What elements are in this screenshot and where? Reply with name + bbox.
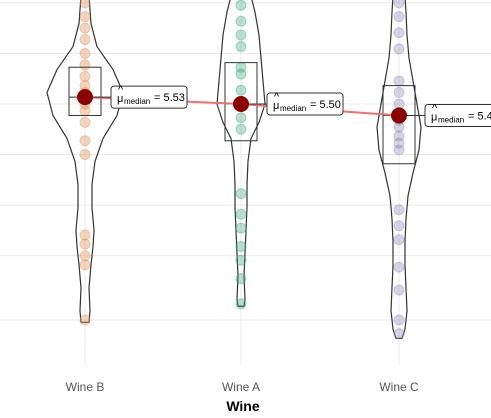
x-tick-labels: Wine B Wine A Wine C	[66, 380, 419, 394]
data-point	[393, 75, 405, 87]
data-point	[235, 298, 247, 310]
data-point	[235, 254, 247, 266]
data-point	[79, 70, 91, 82]
data-point	[235, 68, 247, 80]
median-label: ^μ median = 5.50	[249, 91, 344, 116]
data-point	[79, 47, 91, 59]
data-points	[79, 0, 405, 340]
median-label-value: = 5.50	[310, 99, 341, 111]
data-point	[393, 220, 405, 232]
data-point	[393, 27, 405, 39]
data-point	[79, 11, 91, 23]
data-point	[393, 314, 405, 326]
data-point	[235, 240, 247, 252]
median-label-symbol: μ	[431, 111, 437, 123]
data-point	[235, 0, 247, 11]
data-point	[393, 261, 405, 273]
median-label-value: = 5.45	[468, 110, 491, 122]
median-label-symbol: μ	[117, 93, 123, 105]
median-point	[391, 107, 407, 124]
median-label-subscript: median	[280, 104, 306, 113]
median-point	[233, 96, 249, 112]
data-point	[79, 105, 91, 117]
boxplot-box	[68, 66, 102, 116]
data-point	[393, 204, 405, 216]
median-labels: ^μ median = 5.53 ^μ median = 5.50 ^μ median = 5.…	[93, 84, 491, 127]
data-point	[393, 43, 405, 55]
violins	[46, 0, 422, 339]
data-point	[235, 112, 247, 124]
boxplot-box	[224, 62, 258, 142]
data-point	[393, 87, 405, 99]
median-label-box	[110, 85, 188, 109]
data-point	[393, 144, 405, 156]
median-label-hat: ^	[118, 84, 124, 96]
median-label-hat: ^	[274, 91, 280, 103]
violin-outline-wine-b	[46, 0, 124, 323]
x-tick-label: Wine B	[66, 380, 105, 394]
median-label-symbol: μ	[273, 100, 279, 112]
data-point	[235, 15, 247, 27]
x-tick-label: Wine C	[379, 380, 419, 394]
data-point	[79, 250, 91, 262]
violin-outline-wine-c	[376, 0, 422, 339]
data-point	[235, 41, 247, 53]
median-label: ^μ median = 5.53	[93, 84, 188, 109]
data-point	[235, 29, 247, 41]
data-point	[235, 188, 247, 200]
data-point	[393, 0, 405, 9]
data-point	[393, 284, 405, 296]
median-label-subscript: median	[124, 97, 150, 106]
median-label-value: = 5.53	[154, 92, 185, 104]
data-point	[79, 0, 91, 9]
data-point	[235, 273, 247, 285]
median-label-box	[424, 103, 491, 127]
data-point	[79, 314, 91, 326]
data-point	[235, 123, 247, 135]
data-point	[79, 149, 91, 161]
data-point	[235, 208, 247, 220]
data-point	[79, 238, 91, 250]
median-label-subscript: median	[438, 115, 464, 124]
median-label-hat: ^	[432, 102, 438, 114]
data-point	[79, 135, 91, 147]
data-point	[393, 234, 405, 246]
gridlines	[0, 0, 491, 365]
x-axis-title: Wine	[226, 398, 260, 414]
data-point	[79, 116, 91, 128]
data-point	[79, 59, 91, 71]
data-point	[393, 130, 405, 142]
median-point	[77, 89, 93, 106]
violin-outline-wine-a	[216, 0, 266, 307]
data-point	[393, 11, 405, 23]
data-point	[393, 137, 405, 149]
median-points	[77, 89, 407, 124]
data-point	[79, 229, 91, 241]
data-point	[235, 222, 247, 234]
data-point	[79, 34, 91, 46]
data-point	[79, 259, 91, 271]
median-label-box	[266, 92, 344, 116]
data-point	[79, 22, 91, 34]
x-tick-label: Wine A	[222, 380, 260, 394]
data-point	[235, 84, 247, 96]
data-point	[393, 328, 405, 340]
boxplot-box	[382, 85, 416, 165]
